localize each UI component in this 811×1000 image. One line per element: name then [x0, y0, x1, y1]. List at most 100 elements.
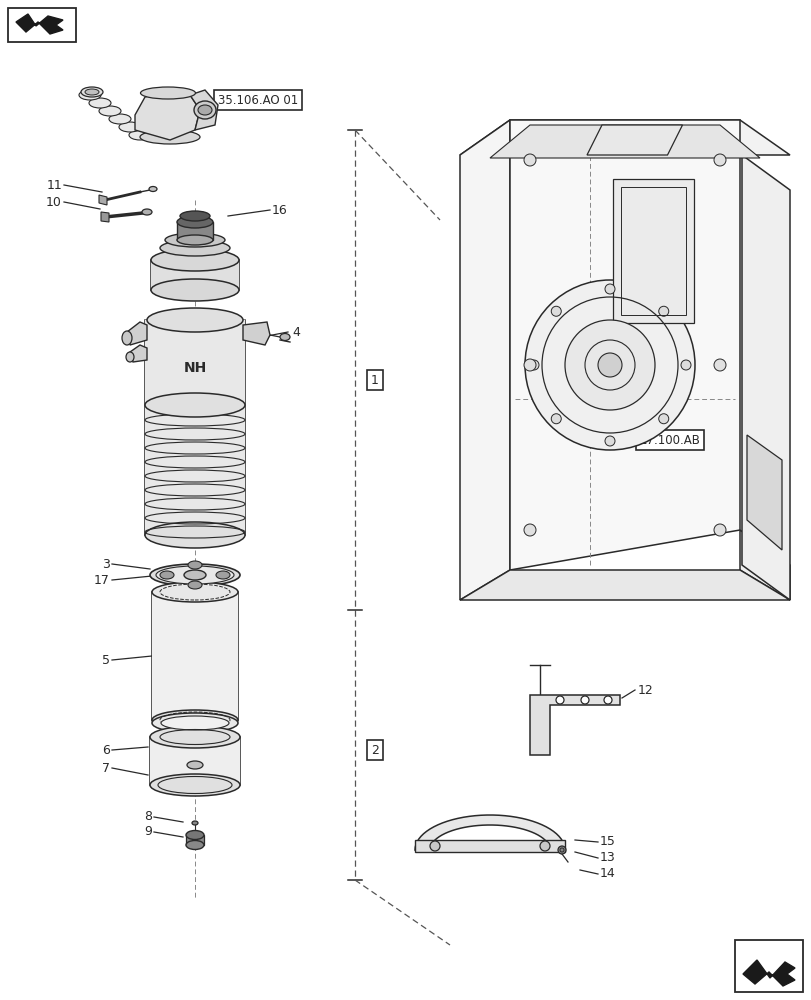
- Polygon shape: [613, 179, 693, 322]
- Polygon shape: [150, 737, 240, 785]
- Polygon shape: [99, 195, 107, 205]
- Text: 15: 15: [599, 835, 615, 848]
- Polygon shape: [8, 8, 76, 42]
- Text: 13: 13: [599, 851, 615, 864]
- Ellipse shape: [188, 581, 202, 589]
- Text: 35.106.AO 01: 35.106.AO 01: [217, 94, 298, 107]
- Ellipse shape: [139, 130, 200, 144]
- Ellipse shape: [160, 240, 230, 256]
- Circle shape: [604, 284, 614, 294]
- Ellipse shape: [165, 233, 225, 247]
- Ellipse shape: [122, 331, 132, 345]
- Polygon shape: [16, 14, 63, 34]
- Circle shape: [603, 696, 611, 704]
- Ellipse shape: [187, 761, 203, 769]
- Polygon shape: [509, 120, 739, 570]
- Text: NH: NH: [183, 361, 206, 375]
- Text: 27.100.AB: 27.100.AB: [639, 434, 700, 446]
- Ellipse shape: [152, 710, 238, 730]
- Ellipse shape: [79, 90, 101, 100]
- Text: 12: 12: [637, 684, 653, 696]
- Ellipse shape: [150, 774, 240, 796]
- Ellipse shape: [89, 98, 111, 108]
- Ellipse shape: [145, 522, 245, 548]
- Text: 10: 10: [46, 196, 62, 209]
- Polygon shape: [460, 570, 789, 600]
- Polygon shape: [460, 120, 789, 155]
- Text: 7: 7: [102, 762, 109, 774]
- Ellipse shape: [151, 279, 238, 301]
- Ellipse shape: [129, 130, 151, 140]
- Ellipse shape: [152, 713, 238, 733]
- Circle shape: [658, 306, 668, 316]
- Text: 16: 16: [272, 204, 287, 217]
- Ellipse shape: [184, 570, 206, 580]
- Polygon shape: [460, 120, 509, 600]
- Ellipse shape: [186, 830, 204, 839]
- Polygon shape: [147, 320, 242, 405]
- Ellipse shape: [160, 571, 174, 579]
- Ellipse shape: [85, 89, 99, 95]
- Ellipse shape: [150, 726, 240, 748]
- Polygon shape: [530, 695, 620, 755]
- Circle shape: [604, 436, 614, 446]
- Text: 2: 2: [371, 743, 379, 756]
- Ellipse shape: [177, 235, 212, 245]
- Polygon shape: [152, 592, 238, 720]
- Polygon shape: [177, 222, 212, 240]
- Circle shape: [551, 306, 560, 316]
- Circle shape: [430, 841, 440, 851]
- Circle shape: [581, 696, 588, 704]
- Circle shape: [556, 696, 564, 704]
- Ellipse shape: [99, 106, 121, 116]
- Text: 6: 6: [102, 743, 109, 756]
- Circle shape: [551, 414, 560, 424]
- Text: 4: 4: [292, 326, 299, 338]
- Text: 5: 5: [102, 654, 109, 666]
- Circle shape: [713, 359, 725, 371]
- Ellipse shape: [161, 716, 229, 730]
- Ellipse shape: [191, 821, 198, 825]
- Polygon shape: [242, 322, 270, 345]
- Circle shape: [525, 280, 694, 450]
- Text: 1: 1: [371, 373, 379, 386]
- Circle shape: [523, 359, 535, 371]
- Ellipse shape: [147, 308, 242, 332]
- Circle shape: [523, 154, 535, 166]
- Ellipse shape: [140, 87, 195, 99]
- Ellipse shape: [126, 352, 134, 362]
- Ellipse shape: [145, 393, 245, 417]
- Text: 14: 14: [599, 867, 615, 880]
- Circle shape: [528, 360, 539, 370]
- Ellipse shape: [198, 105, 212, 115]
- Circle shape: [523, 524, 535, 536]
- Text: 3: 3: [102, 558, 109, 570]
- Circle shape: [680, 360, 690, 370]
- Polygon shape: [414, 840, 564, 852]
- Ellipse shape: [152, 582, 238, 602]
- Polygon shape: [414, 815, 564, 850]
- Polygon shape: [145, 320, 245, 535]
- Circle shape: [597, 353, 621, 377]
- Polygon shape: [586, 125, 682, 155]
- Ellipse shape: [216, 571, 230, 579]
- Ellipse shape: [151, 249, 238, 271]
- Ellipse shape: [119, 122, 141, 132]
- Ellipse shape: [156, 566, 234, 584]
- Ellipse shape: [280, 334, 290, 340]
- Polygon shape: [734, 940, 802, 992]
- Circle shape: [564, 320, 654, 410]
- Circle shape: [539, 841, 549, 851]
- Ellipse shape: [177, 216, 212, 228]
- Polygon shape: [190, 90, 217, 130]
- Ellipse shape: [142, 209, 152, 215]
- Polygon shape: [739, 530, 789, 600]
- Ellipse shape: [148, 187, 157, 192]
- Text: 11: 11: [46, 179, 62, 192]
- Polygon shape: [151, 260, 238, 290]
- Polygon shape: [186, 835, 204, 845]
- Circle shape: [713, 524, 725, 536]
- Circle shape: [713, 154, 725, 166]
- Text: 9: 9: [144, 825, 152, 838]
- Ellipse shape: [186, 840, 204, 849]
